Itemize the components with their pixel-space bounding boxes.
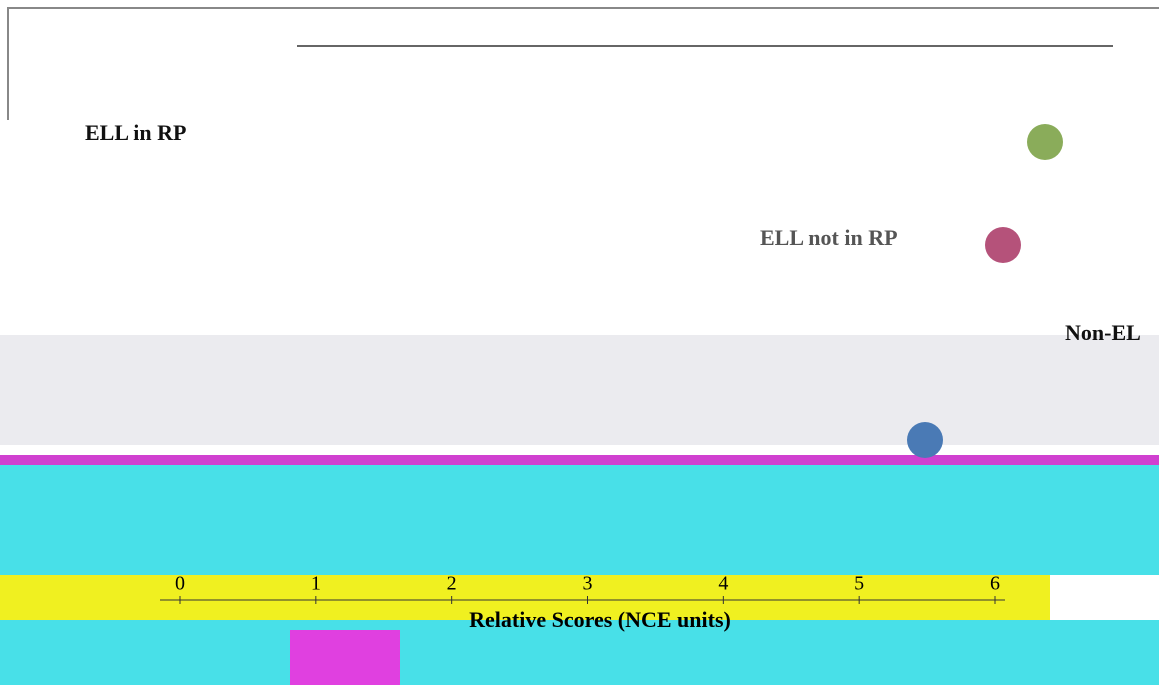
legend-marker xyxy=(985,227,1021,263)
noise-band xyxy=(0,465,1159,575)
noise-band xyxy=(0,575,1050,620)
x-axis-label: Relative Scores (NCE units) xyxy=(469,607,731,632)
x-tick-label: 0 xyxy=(175,573,185,595)
noise-band xyxy=(0,455,1159,465)
frame xyxy=(7,7,1159,120)
x-tick-label: 4 xyxy=(718,573,728,595)
noise-band xyxy=(0,620,1159,685)
x-tick-label: 6 xyxy=(990,573,1000,595)
legend-marker xyxy=(1027,124,1063,160)
legend-label: Non-EL xyxy=(1065,320,1141,345)
legend-label: ELL in RP xyxy=(85,120,186,145)
noise-band xyxy=(0,335,1159,445)
x-tick-label: 2 xyxy=(447,573,457,595)
x-tick-label: 3 xyxy=(583,573,593,595)
x-tick-label: 5 xyxy=(854,573,864,595)
x-tick-label: 1 xyxy=(311,573,321,595)
legend-label: ELL not in RP xyxy=(760,225,898,250)
legend-marker xyxy=(907,422,943,458)
noise-band xyxy=(290,630,400,685)
